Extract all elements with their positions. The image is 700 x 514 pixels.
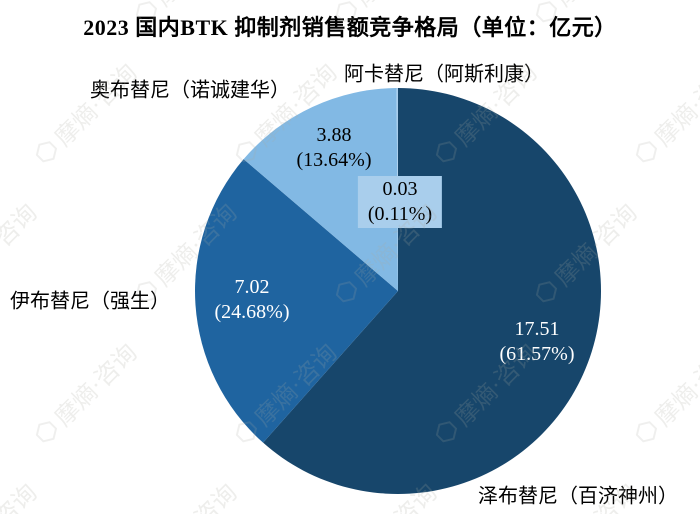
data-label-orelabrutinib: 3.88 (13.64%) (297, 123, 372, 173)
data-label-acalabrutinib: 0.03 (0.11%) (357, 176, 443, 228)
chart-title: 2023 国内BTK 抑制剂销售额竞争格局（单位：亿元） (83, 15, 617, 40)
data-label-value: 7.02 (234, 276, 270, 298)
data-label-value: 3.88 (316, 124, 352, 146)
pie-slice-orelabrutinib (243, 88, 398, 291)
pie-slice-acalabrutinib (396, 87, 398, 291)
data-label-value: 0.03 (382, 178, 418, 200)
data-label-percent: (61.57%) (499, 343, 575, 365)
category-label-zanubrutinib: 泽布替尼（百济神州） (478, 485, 678, 508)
data-label-ibrutinib: 7.02 (24.68%) (215, 275, 290, 325)
category-label-orelabrutinib: 奥布替尼（诺诚建华） (90, 79, 290, 102)
data-label-percent: (13.64%) (296, 149, 372, 171)
data-label-value: 17.51 (514, 318, 560, 340)
data-label-zanubrutinib: 17.51 (61.57%) (500, 317, 575, 367)
pie-slice-zanubrutinib (263, 88, 602, 494)
pie-slice-ibrutinib (195, 159, 398, 443)
category-label-acalabrutinib: 阿卡替尼（阿斯利康） (344, 63, 544, 86)
data-label-percent: (24.68%) (214, 301, 290, 323)
data-label-percent: (0.11%) (367, 203, 433, 225)
category-label-ibrutinib: 伊布替尼（强生） (10, 290, 170, 313)
